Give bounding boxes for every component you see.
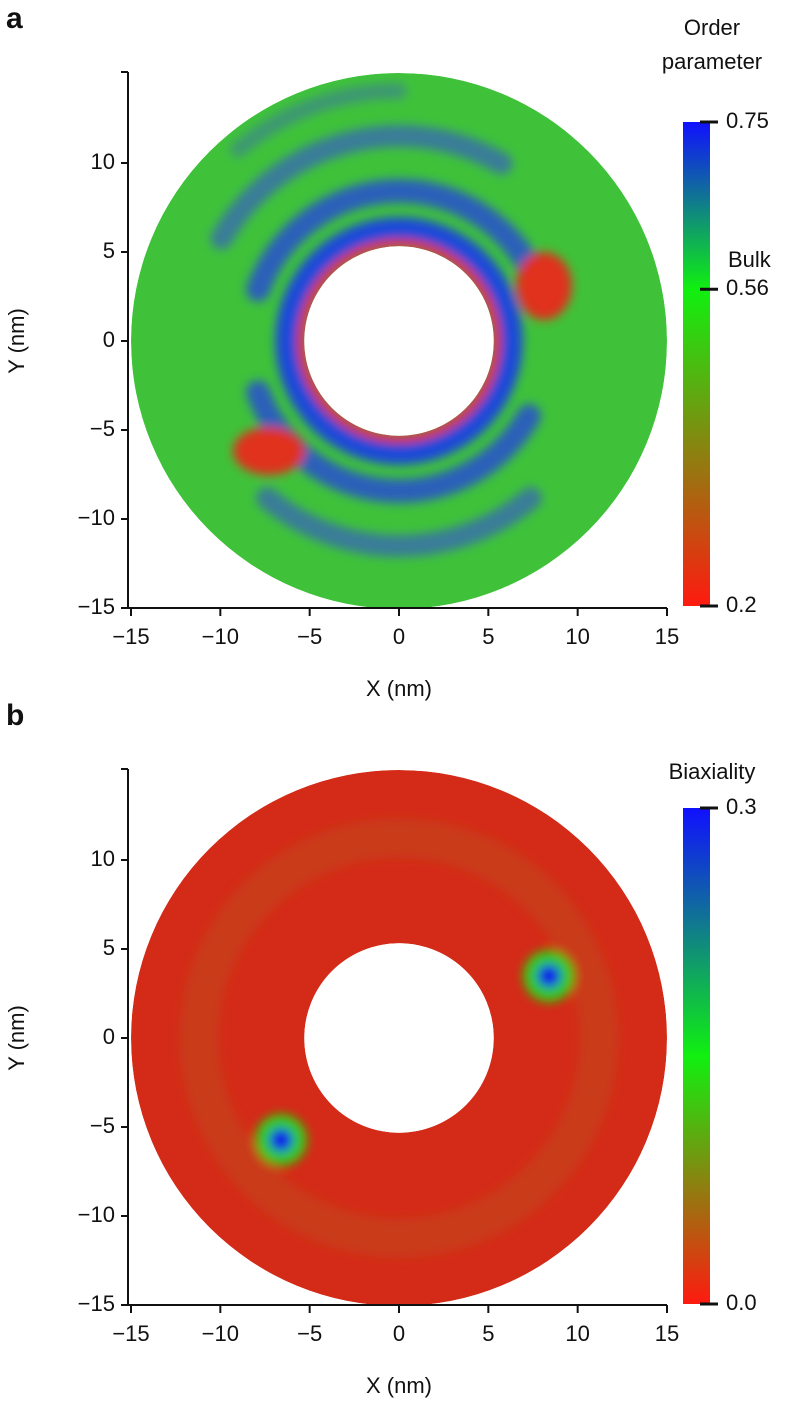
x-tick-label: −10 <box>202 624 239 649</box>
x-tick-label: 0 <box>393 1321 405 1346</box>
field-band <box>275 217 523 465</box>
y-tick-label: −15 <box>78 594 115 619</box>
x-tick-label: −15 <box>112 1321 149 1346</box>
y-tick-label: 0 <box>103 327 115 352</box>
x-tick-label: 15 <box>655 1321 679 1346</box>
y-tick-label: 5 <box>103 238 115 263</box>
colorbar-tick-label: 0.0 <box>726 1290 757 1315</box>
x-axis-label: X (nm) <box>366 1373 432 1398</box>
colorbar-tick-label: 0.56 <box>726 275 769 300</box>
x-tick-label: −10 <box>202 1321 239 1346</box>
field-band <box>210 125 513 250</box>
y-tick-label: −5 <box>90 416 115 441</box>
colorbar-tick-label: 0.2 <box>726 592 757 617</box>
field-features <box>179 818 619 1259</box>
x-tick-label: 10 <box>565 1321 589 1346</box>
panel: a −15 −10 −5 0 5 10 −15 −10 −5 0 5 10 15 X (nm) Y (nm) 0… <box>4 2 772 701</box>
colorbar-tick-label: 0.75 <box>726 108 769 133</box>
field-spot <box>233 427 305 475</box>
field-band <box>230 83 407 158</box>
y-axis-label: Y (nm) <box>4 308 29 374</box>
x-tick-label: 10 <box>565 624 589 649</box>
field-band <box>179 818 619 1259</box>
field-spot <box>537 964 561 988</box>
x-axis-label: X (nm) <box>366 676 432 701</box>
field-band <box>256 487 542 557</box>
field-features <box>210 83 572 557</box>
panel-label: a <box>6 2 23 35</box>
colorbar-title-line: parameter <box>662 49 762 74</box>
colorbar-annotation: Bulk <box>728 247 772 272</box>
field-spot <box>269 1128 293 1152</box>
colorbar-title-line: Order <box>684 15 740 40</box>
colorbar-title: Order parameter <box>662 15 762 74</box>
x-tick-label: 5 <box>482 624 494 649</box>
panel-label: b <box>6 699 24 732</box>
y-tick-label: 5 <box>103 935 115 960</box>
x-tick-label: 15 <box>655 624 679 649</box>
y-tick-label: 10 <box>91 846 115 871</box>
colorbar-tick-label: 0.3 <box>726 794 757 819</box>
x-tick-label: −15 <box>112 624 149 649</box>
colorbar-title: Biaxiality <box>669 759 756 784</box>
field-band <box>297 239 501 443</box>
field-band <box>246 179 541 302</box>
y-tick-label: −10 <box>78 505 115 530</box>
panel: b −15 −10 −5 0 5 10 −15 −10 −5 0 5 10 15 X (nm) Y (nm) 0… <box>4 699 757 1398</box>
y-tick-label: 10 <box>91 149 115 174</box>
y-tick-label: −15 <box>78 1291 115 1316</box>
colorbar <box>683 808 710 1304</box>
x-tick-label: −5 <box>297 1321 322 1346</box>
x-tick-label: 5 <box>482 1321 494 1346</box>
inner-hole <box>304 943 494 1133</box>
inner-hole <box>304 246 494 436</box>
colorbar <box>683 122 710 606</box>
y-tick-label: −10 <box>78 1202 115 1227</box>
field-spot <box>516 252 572 320</box>
y-tick-label: −5 <box>90 1113 115 1138</box>
y-axis-label: Y (nm) <box>4 1005 29 1071</box>
x-tick-label: 0 <box>393 624 405 649</box>
x-tick-label: −5 <box>297 624 322 649</box>
y-tick-label: 0 <box>103 1024 115 1049</box>
